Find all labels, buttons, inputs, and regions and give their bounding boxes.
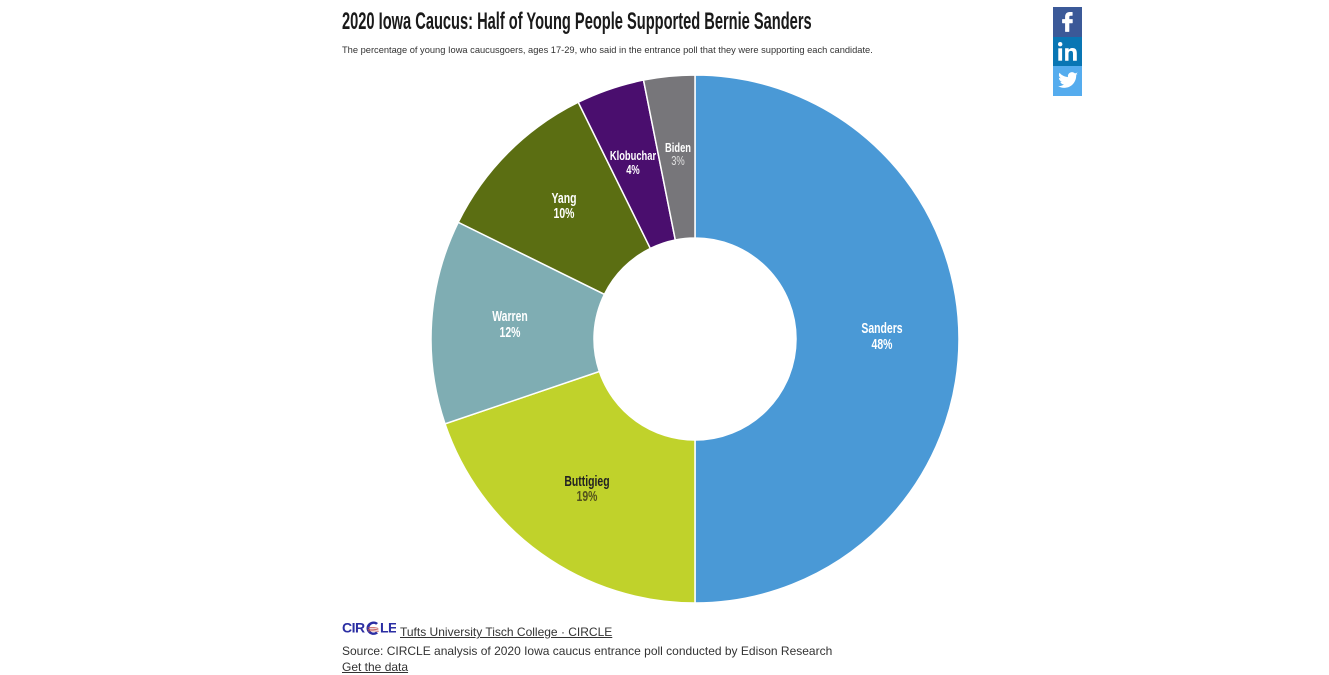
svg-text:3%: 3% [671,155,685,169]
svg-text:LE: LE [380,620,396,636]
svg-text:Yang: Yang [552,190,577,206]
svg-text:12%: 12% [500,324,521,340]
svg-text:CIR: CIR [342,620,365,636]
svg-text:Buttigieg: Buttigieg [564,473,609,489]
svg-text:Klobuchar: Klobuchar [610,150,657,164]
svg-text:10%: 10% [554,205,575,221]
svg-text:48%: 48% [872,336,893,352]
svg-text:Biden: Biden [665,142,691,156]
svg-text:Sanders: Sanders [861,320,902,336]
svg-text:4%: 4% [626,164,640,178]
svg-text:Warren: Warren [492,308,528,324]
svg-text:19%: 19% [577,488,598,504]
